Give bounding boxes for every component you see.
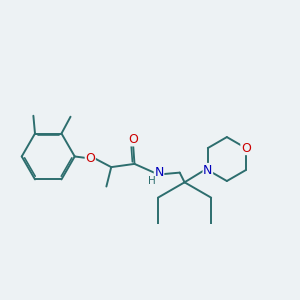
Text: O: O <box>241 142 251 154</box>
Text: O: O <box>85 152 95 165</box>
Text: N: N <box>203 164 212 176</box>
Text: H: H <box>148 176 156 186</box>
Text: N: N <box>154 166 164 179</box>
Text: O: O <box>128 133 138 146</box>
